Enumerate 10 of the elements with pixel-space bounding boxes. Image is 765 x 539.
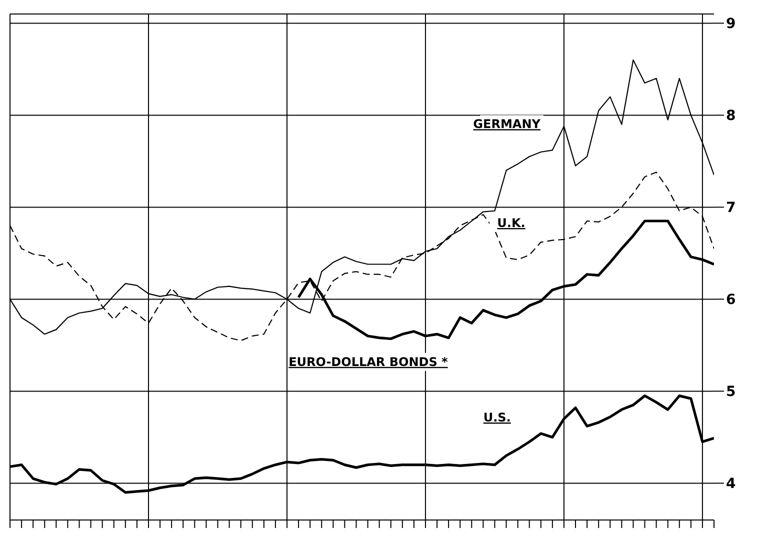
series-label: EURO-DOLLAR BONDS * [288, 354, 449, 369]
y-tick-label: 7 [726, 200, 736, 216]
text: U.S. [483, 410, 511, 425]
series-label: GERMANY [473, 117, 541, 132]
y-tick-label: 8 [726, 108, 736, 124]
y-tick-label: 5 [726, 384, 736, 400]
y-tick-label: 6 [726, 292, 736, 308]
series-label: U.K. [497, 216, 526, 230]
y-tick-label: 9 [726, 16, 736, 32]
y-tick-label: 4 [726, 476, 736, 492]
